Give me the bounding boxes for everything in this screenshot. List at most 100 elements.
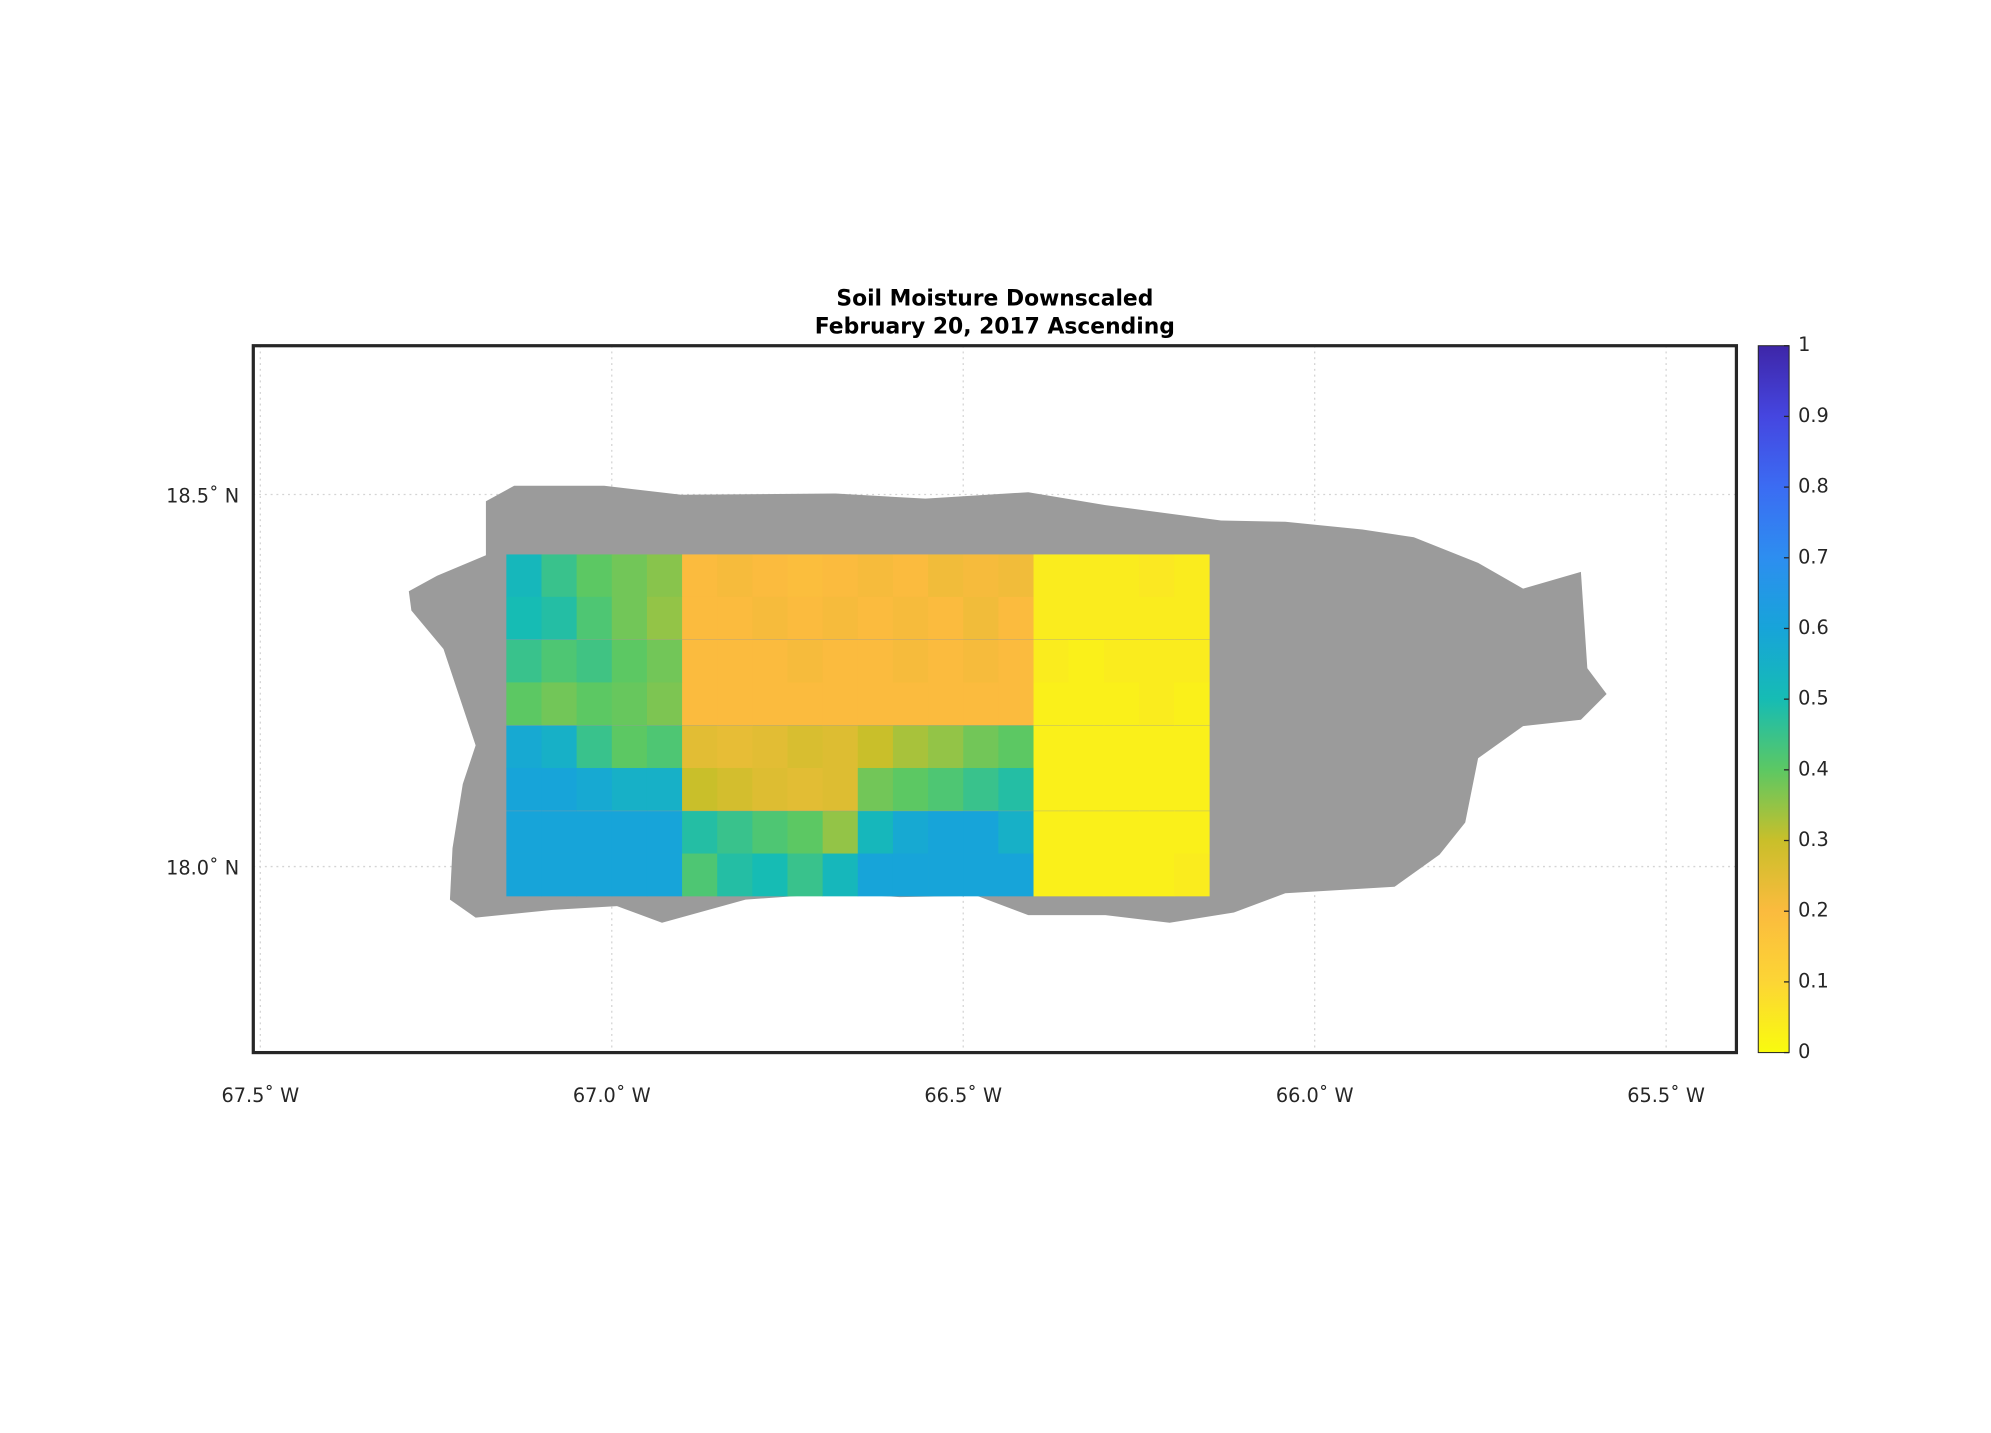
cell bbox=[1068, 596, 1105, 640]
cell bbox=[611, 682, 648, 726]
cell bbox=[717, 853, 753, 897]
cell bbox=[646, 767, 683, 811]
cell bbox=[506, 596, 542, 640]
cell bbox=[576, 554, 613, 598]
cell bbox=[752, 639, 788, 683]
cell bbox=[892, 639, 929, 683]
cell bbox=[682, 596, 718, 640]
cell bbox=[682, 853, 718, 897]
cell bbox=[1138, 639, 1175, 683]
cell bbox=[1138, 767, 1175, 811]
cell bbox=[928, 853, 964, 897]
cell bbox=[611, 554, 648, 598]
colorbar-tick-label: 0 bbox=[1798, 1040, 1810, 1063]
cell bbox=[541, 639, 578, 683]
cell bbox=[1138, 811, 1175, 854]
cell bbox=[928, 811, 964, 854]
cell bbox=[682, 811, 718, 854]
cell bbox=[1138, 596, 1175, 640]
map-frame bbox=[251, 344, 1739, 1055]
cell bbox=[1103, 639, 1140, 683]
cell bbox=[1174, 811, 1210, 854]
cell bbox=[646, 682, 683, 726]
cell bbox=[717, 596, 753, 640]
cell bbox=[998, 767, 1034, 811]
colorbar-tick-label: 0.9 bbox=[1798, 404, 1829, 427]
cell bbox=[787, 682, 824, 726]
cell bbox=[576, 596, 613, 640]
cell bbox=[717, 725, 753, 769]
cell bbox=[963, 639, 999, 683]
cell bbox=[1103, 767, 1140, 811]
cell bbox=[1138, 725, 1175, 769]
cell bbox=[576, 639, 613, 683]
cell bbox=[787, 554, 824, 598]
cell bbox=[646, 596, 683, 640]
cell bbox=[682, 554, 718, 598]
cell bbox=[682, 682, 718, 726]
cell bbox=[822, 639, 859, 683]
cell bbox=[1174, 596, 1210, 640]
colorbar-tick-label: 0.2 bbox=[1798, 899, 1829, 922]
cell bbox=[506, 811, 542, 854]
cell bbox=[963, 767, 999, 811]
cell bbox=[787, 725, 824, 769]
cell bbox=[1033, 554, 1070, 598]
cell bbox=[822, 811, 859, 854]
cell bbox=[541, 596, 578, 640]
colorbar-tick-label: 0.8 bbox=[1798, 475, 1829, 498]
cell bbox=[1068, 554, 1105, 598]
cell bbox=[1103, 725, 1140, 769]
cell bbox=[646, 725, 683, 769]
cell bbox=[998, 682, 1034, 726]
cell bbox=[963, 682, 999, 726]
cell bbox=[1033, 596, 1070, 640]
cell bbox=[717, 767, 753, 811]
cell bbox=[717, 682, 753, 726]
cell bbox=[682, 639, 718, 683]
y-tick-label: 18.0˚ N bbox=[166, 857, 239, 880]
cell bbox=[892, 596, 929, 640]
cell bbox=[1174, 725, 1210, 769]
cell bbox=[1068, 725, 1105, 769]
colorbar-tick-label: 0.4 bbox=[1798, 757, 1829, 780]
cell bbox=[822, 725, 859, 769]
cell bbox=[963, 725, 999, 769]
cell bbox=[752, 596, 788, 640]
cell bbox=[1033, 682, 1070, 726]
x-tick-label: 67.5˚ W bbox=[221, 1084, 299, 1107]
cell bbox=[752, 554, 788, 598]
cell bbox=[611, 725, 648, 769]
cell bbox=[752, 682, 788, 726]
cell bbox=[1174, 853, 1210, 897]
cell bbox=[541, 811, 578, 854]
cell bbox=[1103, 682, 1140, 726]
y-tick-label: 18.5˚ N bbox=[166, 485, 239, 508]
cell bbox=[611, 639, 648, 683]
cell bbox=[717, 811, 753, 854]
cell bbox=[857, 725, 894, 769]
cell bbox=[1103, 596, 1140, 640]
cell bbox=[1068, 682, 1105, 726]
colorbar-tick-label: 0.1 bbox=[1798, 969, 1829, 992]
cell bbox=[928, 682, 964, 726]
cell bbox=[892, 811, 929, 854]
cell bbox=[541, 767, 578, 811]
cell bbox=[892, 554, 929, 598]
cell bbox=[717, 554, 753, 598]
cell bbox=[752, 811, 788, 854]
cell bbox=[892, 767, 929, 811]
cell bbox=[857, 811, 894, 854]
chart-title: Soil Moisture Downscaled bbox=[836, 286, 1153, 311]
cell bbox=[822, 596, 859, 640]
cell bbox=[646, 811, 683, 854]
x-tick-label: 66.0˚ W bbox=[1276, 1084, 1354, 1107]
cell bbox=[857, 554, 894, 598]
colorbar-tick-label: 1 bbox=[1798, 333, 1810, 356]
cell bbox=[928, 554, 964, 598]
cell bbox=[506, 639, 542, 683]
cell bbox=[541, 725, 578, 769]
cell bbox=[822, 554, 859, 598]
cell bbox=[787, 767, 824, 811]
